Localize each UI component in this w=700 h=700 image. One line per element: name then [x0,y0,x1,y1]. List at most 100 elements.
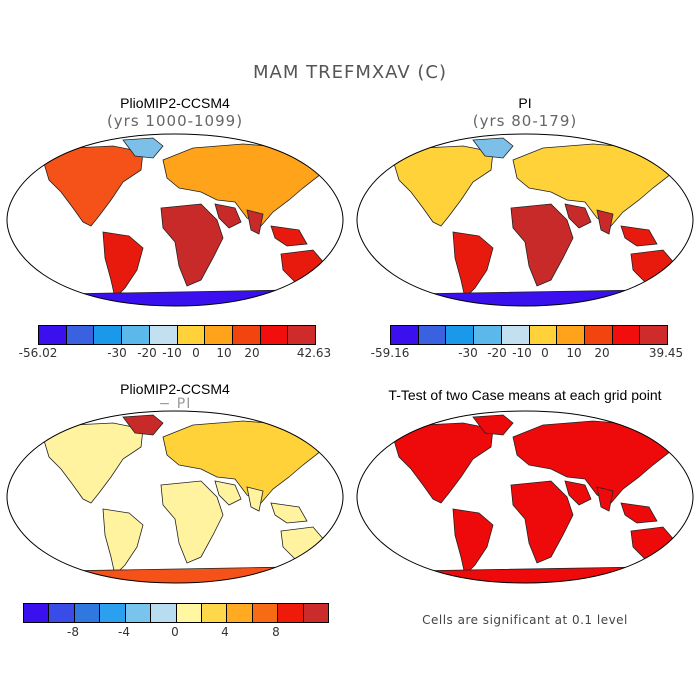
pi-seasia [620,225,658,247]
cb-right-swatch [418,326,447,344]
colorbar-pi [390,325,668,345]
cb-right-tick: -30 [458,346,478,360]
ttest-seasia [620,502,658,524]
cb-left-swatch [177,326,206,344]
cb-diff-swatch [125,604,152,622]
cb-right-swatch [391,326,419,344]
map-model-absolute [6,133,344,307]
cb-left-swatch [149,326,178,344]
cb-diff-swatch [24,604,50,622]
ttest-arabia [564,480,592,506]
cb-right-swatch [501,326,530,344]
diff-africa [160,480,224,564]
panel-subtitle-model: (yrs 1000-1099) [106,112,244,130]
cb-diff-swatch [100,604,126,622]
cb-diff-tick: 8 [272,625,280,639]
cb-diff-swatch [252,604,279,622]
ttest-frame [356,410,694,584]
cb-left-swatch [288,326,316,344]
cb-diff-swatch [227,604,253,622]
cb-left-tick: -30 [107,346,127,360]
cb-left-max: 42.63 [296,346,332,360]
ttest-india [596,486,614,512]
model-seasia [270,225,308,247]
cb-right-tick: 0 [541,346,549,360]
map-pi-absolute [356,133,694,307]
pi-frame [356,133,694,307]
pi-arabia [564,203,592,229]
pi-india [596,209,614,235]
cb-diff-swatch [201,604,228,622]
cb-left-tick: 10 [216,346,232,360]
cb-left-min: -56.02 [18,346,58,360]
panel-subtitle-pi: (yrs 80-179) [472,112,578,130]
pi-samerica [452,231,494,299]
cb-right-swatch [474,326,502,344]
cb-left-swatch [205,326,233,344]
panel-title-model: PlioMIP2-CCSM4 [120,95,230,111]
diff-namerica [42,422,144,504]
cb-left-swatch [122,326,150,344]
pi-namerica [392,145,494,227]
colorbar-model [38,325,316,345]
map-difference [6,410,344,584]
cb-left-swatch [94,326,123,344]
diff-greenland [122,414,164,436]
cb-left-tick: -10 [162,346,182,360]
cb-right-tick: 10 [566,346,582,360]
panel-subtitle-diff: − PI [158,396,192,412]
cb-diff-swatch [49,604,75,622]
model-samerica [102,231,144,299]
cb-right-swatch [612,326,641,344]
cb-right-min: -59.16 [370,346,410,360]
significance-note: Cells are significant at 0.1 level [422,613,628,627]
ttest-africa [510,480,574,564]
cb-right-tick: 20 [594,346,610,360]
model-greenland [122,137,164,159]
cb-right-swatch [557,326,585,344]
cb-left-swatch [66,326,95,344]
ttest-greenland [472,414,514,436]
ttest-samerica [452,508,494,576]
diff-india [246,486,264,512]
cb-diff-swatch [176,604,202,622]
colorbar-difference [23,603,329,623]
model-namerica [42,145,144,227]
panel-title-ttest: T-Test of two Case means at each grid po… [388,387,662,403]
cb-right-swatch [446,326,475,344]
model-africa [160,203,224,287]
cb-right-max: 39.45 [648,346,684,360]
model-frame [6,133,344,307]
pi-greenland [472,137,514,159]
cb-left-tick: 20 [244,346,260,360]
cb-right-swatch [584,326,613,344]
cb-left-swatch [232,326,261,344]
panel-title-diff: PlioMIP2-CCSM4 [120,381,230,397]
pi-africa [510,203,574,287]
model-arabia [214,203,242,229]
cb-right-swatch [529,326,558,344]
figure-title: MAM TREFMXAV (C) [253,62,447,83]
cb-diff-swatch [303,604,329,622]
cb-diff-swatch [278,604,304,622]
cb-right-tick: -10 [512,346,532,360]
cb-left-swatch [260,326,289,344]
cb-left-tick: 0 [192,346,200,360]
panel-title-pi: PI [518,95,532,111]
cb-right-tick: -20 [487,346,507,360]
map-ttest [356,410,694,584]
cb-diff-swatch [74,604,101,622]
diff-samerica [102,508,144,576]
diff-arabia [214,480,242,506]
cb-left-swatch [39,326,67,344]
cb-diff-tick: 0 [171,625,179,639]
model-india [246,209,264,235]
cb-diff-tick: -4 [118,625,130,639]
diff-seasia [270,502,308,524]
cb-diff-tick: 4 [221,625,229,639]
ttest-namerica [392,422,494,504]
cb-diff-tick: -8 [67,625,79,639]
cb-diff-swatch [151,604,177,622]
cb-right-swatch [640,326,668,344]
cb-left-tick: -20 [137,346,157,360]
